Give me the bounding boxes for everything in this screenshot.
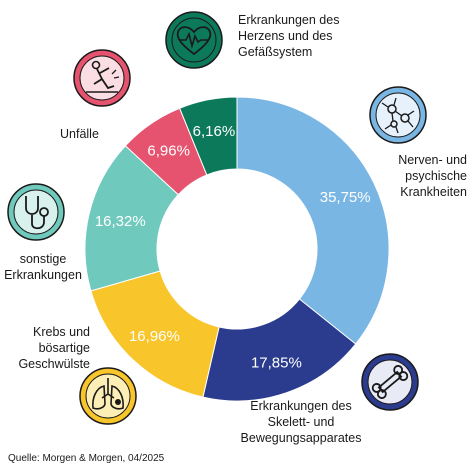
source-note: Quelle: Morgen & Morgen, 04/2025 — [8, 453, 165, 464]
label-krebs: Krebs und bösartige Geschwülste — [18, 325, 90, 371]
donut-slice — [178, 96, 238, 176]
donut-slice — [236, 96, 390, 345]
label-sonstige: sonstige Erkrankungen — [4, 252, 82, 282]
lungs-icon — [78, 366, 138, 426]
label-skelett: Erkrankungen des Skelett- und Bewegungsa… — [240, 399, 362, 445]
heart-ecg-icon — [164, 10, 224, 70]
slice-value-label: 6,16% — [193, 123, 236, 140]
slice-value-label: 35,75% — [320, 189, 371, 206]
label-nerven: Nerven- und psychische Krankheiten — [398, 153, 467, 199]
label-unfaelle: Unfälle — [60, 127, 99, 141]
label-herz: Erkrankungen des Herzens und des Gefäßsy… — [238, 13, 340, 59]
bone-icon — [360, 352, 420, 412]
slice-value-label: 16,96% — [129, 328, 180, 345]
slice-value-label: 17,85% — [251, 354, 302, 371]
neurons-icon — [368, 85, 428, 145]
slice-value-label: 16,32% — [95, 213, 146, 230]
slice-value-label: 6,96% — [147, 142, 190, 159]
stethoscope-icon — [6, 182, 66, 242]
falling-person-icon — [72, 48, 132, 108]
